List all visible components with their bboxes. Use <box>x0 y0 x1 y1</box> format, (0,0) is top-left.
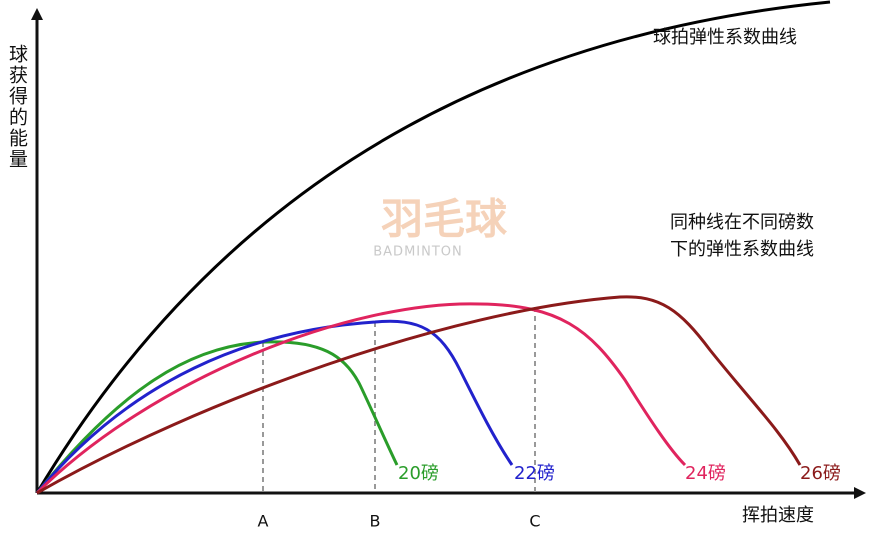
curve-20 <box>35 340 399 494</box>
string-label: 24磅 <box>685 463 726 484</box>
string-label: 20磅 <box>398 463 439 484</box>
y-axis-label: 球获得的能量 <box>6 44 28 170</box>
curve-label: 球拍弹性系数曲线 <box>653 27 797 48</box>
x-axis-label: 挥拍速度 <box>742 505 814 526</box>
string-label: 22磅 <box>514 463 555 484</box>
racket-curve <box>35 0 831 494</box>
guide-lines <box>262 307 536 493</box>
annotation-line: 同种线在不同磅数 <box>670 212 814 233</box>
point-label: A <box>258 512 269 531</box>
string-label: 26磅 <box>800 463 841 484</box>
curve-22 <box>35 319 514 494</box>
point-label: C <box>529 512 540 531</box>
curve-26 <box>36 295 802 495</box>
annotation-line: 下的弹性系数曲线 <box>670 239 814 260</box>
watermark-subtitle: BADMINTON <box>373 245 463 260</box>
curve-24 <box>35 302 687 495</box>
point-label: B <box>370 512 381 531</box>
watermark-title: 羽毛球 <box>381 195 508 244</box>
